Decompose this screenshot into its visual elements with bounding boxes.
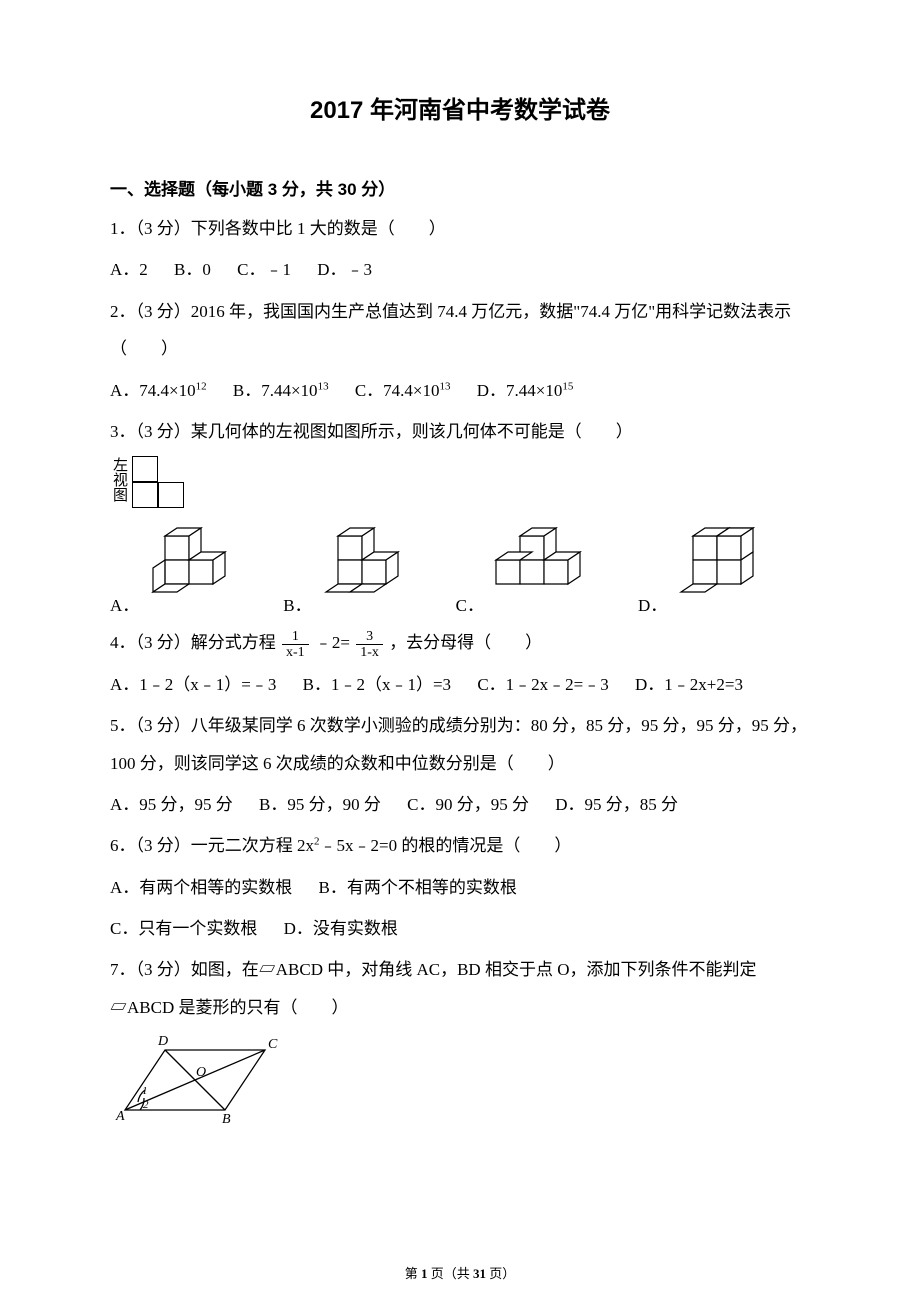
left-view-figure: 左视图 <box>110 456 810 508</box>
page-footer: 第 1 页（共 31 页） <box>0 1263 920 1282</box>
left-view-grid <box>132 456 184 508</box>
cube-b-icon <box>318 526 418 616</box>
cube-a-icon <box>145 526 245 616</box>
q2-opt-d: D．7.44×1015 <box>477 372 574 409</box>
question-6-options-1: A．有两个相等的实数根 B．有两个不相等的实数根 <box>110 869 810 906</box>
q3-opt-c: C． <box>456 526 600 616</box>
q2-opt-b: B．7.44×1013 <box>233 372 329 409</box>
question-6: 6．（3 分）一元二次方程 2x2﹣5x﹣2=0 的根的情况是（ ） <box>110 827 810 864</box>
parallelogram-figure: A B C D O 1 2 <box>110 1030 810 1125</box>
question-3: 3．（3 分）某几何体的左视图如图所示，则该几何体不可能是（ ） <box>110 413 810 450</box>
q4-opt-a: A．1﹣2（x﹣1）=﹣3 <box>110 666 276 703</box>
question-7: 7．（3 分）如图，在▱ABCD 中，对角线 AC，BD 相交于点 O，添加下列… <box>110 951 810 1026</box>
q6-opt-b: B．有两个不相等的实数根 <box>319 869 517 906</box>
question-1: 1．（3 分）下列各数中比 1 大的数是（ ） <box>110 210 810 247</box>
label-B: B <box>222 1112 231 1125</box>
page: 2017 年河南省中考数学试卷 一、选择题（每小题 3 分，共 30 分） 1．… <box>0 0 920 1302</box>
question-2-options: A．74.4×1012 B．7.44×1013 C．74.4×1013 D．7.… <box>110 372 810 409</box>
q6-opt-a: A．有两个相等的实数根 <box>110 869 292 906</box>
lv-cell-empty <box>158 456 184 482</box>
lv-cell-1 <box>132 456 158 482</box>
page-title: 2017 年河南省中考数学试卷 <box>110 90 810 125</box>
lv-cell-3 <box>158 482 184 508</box>
lv-cell-2 <box>132 482 158 508</box>
cube-c-icon <box>490 526 600 616</box>
question-4: 4．（3 分）解分式方程 1 x-1 ﹣2= 3 1-x ，去分母得（ ） <box>110 624 810 661</box>
q3-opt-d: D． <box>638 526 783 616</box>
label-angle-2: 2 <box>143 1099 149 1111</box>
q1-opt-c: C．﹣1 <box>237 251 291 288</box>
question-5-options: A．95 分，95 分 B．95 分，90 分 C．90 分，95 分 D．95… <box>110 786 810 823</box>
question-1-options: A．2 B．0 C．﹣1 D．﹣3 <box>110 251 810 288</box>
q3-opt-a: A． <box>110 526 245 616</box>
q5-opt-d: D．95 分，85 分 <box>555 786 678 823</box>
label-D: D <box>157 1034 168 1049</box>
cube-d-icon <box>673 526 783 616</box>
q2-opt-c: C．74.4×1013 <box>355 372 451 409</box>
label-angle-1: 1 <box>142 1085 148 1097</box>
q1-opt-b: B．0 <box>174 251 211 288</box>
q6-opt-d: D．没有实数根 <box>284 910 398 947</box>
question-5: 5．（3 分）八年级某同学 6 次数学小测验的成绩分别为：80 分，85 分，9… <box>110 707 810 782</box>
q4-opt-c: C．1﹣2x﹣2=﹣3 <box>477 666 608 703</box>
left-view-label: 左视图 <box>110 457 126 507</box>
q5-opt-b: B．95 分，90 分 <box>259 786 381 823</box>
q4-opt-d: D．1﹣2x+2=3 <box>635 666 743 703</box>
fraction-1: 1 x-1 <box>282 629 309 661</box>
q2-opt-a: A．74.4×1012 <box>110 372 207 409</box>
q4-opt-b: B．1﹣2（x﹣1）=3 <box>303 666 451 703</box>
q1-opt-a: A．2 <box>110 251 148 288</box>
q5-opt-a: A．95 分，95 分 <box>110 786 233 823</box>
q5-opt-c: C．90 分，95 分 <box>407 786 529 823</box>
question-6-options-2: C．只有一个实数根 D．没有实数根 <box>110 910 810 947</box>
label-C: C <box>268 1037 278 1052</box>
label-O: O <box>196 1065 206 1080</box>
q1-opt-d: D．﹣3 <box>317 251 372 288</box>
question-3-options: A． B． <box>110 526 810 616</box>
question-4-options: A．1﹣2（x﹣1）=﹣3 B．1﹣2（x﹣1）=3 C．1﹣2x﹣2=﹣3 D… <box>110 666 810 703</box>
label-A: A <box>115 1109 125 1124</box>
section-header: 一、选择题（每小题 3 分，共 30 分） <box>110 175 810 200</box>
fraction-2: 3 1-x <box>356 629 383 661</box>
q6-opt-c: C．只有一个实数根 <box>110 910 257 947</box>
question-2: 2．（3 分）2016 年，我国国内生产总值达到 74.4 万亿元，数据"74.… <box>110 293 810 368</box>
q3-opt-b: B． <box>283 526 417 616</box>
